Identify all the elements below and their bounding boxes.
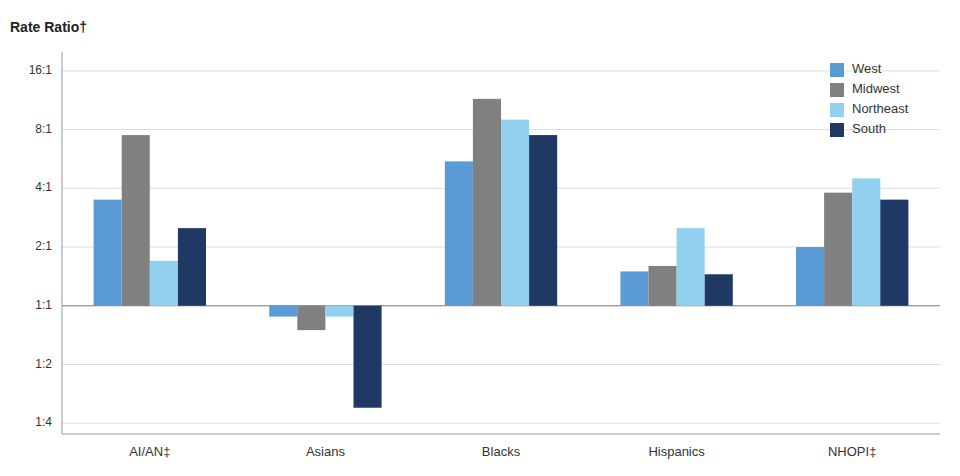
y-tick-label: 1:4	[35, 415, 52, 429]
legend-swatch	[830, 103, 844, 117]
y-tick-label: 8:1	[35, 122, 52, 136]
bar	[529, 135, 557, 306]
bar	[852, 178, 880, 305]
x-axis-line	[62, 434, 940, 435]
y-axis-label: Rate Ratio†	[10, 19, 87, 35]
legend-swatch	[830, 83, 844, 97]
y-tick-label: 4:1	[35, 180, 52, 194]
grid-line	[62, 70, 940, 71]
x-tick-label: Blacks	[482, 444, 521, 459]
x-tick-label: NHOPI‡	[828, 444, 876, 459]
legend-label: Midwest	[852, 81, 900, 96]
legend-swatch	[830, 63, 844, 77]
y-axis-line	[62, 52, 63, 434]
bar	[501, 120, 529, 306]
bar	[122, 135, 150, 306]
grid-line	[62, 423, 940, 424]
axes: 16:1 8:1 4:1 2:1 1:1 1:2 1:4 AI/AN‡ Asians Blacks…	[29, 52, 940, 459]
bar	[353, 306, 381, 408]
legend-label: West	[852, 61, 882, 76]
legend-label: South	[852, 121, 886, 136]
bar	[473, 99, 501, 306]
bar	[796, 247, 824, 306]
x-tick-label: Asians	[306, 444, 346, 459]
bar	[880, 200, 908, 306]
y-tick-label: 2:1	[35, 239, 52, 253]
bar	[620, 271, 648, 305]
chart-container: 16:1 8:1 4:1 2:1 1:1 1:2 1:4 AI/AN‡ Asians Blacks…	[0, 0, 960, 476]
bar	[297, 306, 325, 330]
x-tick-label: Hispanics	[648, 444, 705, 459]
legend-swatch	[830, 123, 844, 137]
x-tick-label: AI/AN‡	[129, 444, 170, 459]
page: {"chart_data": {"type": "bar", "y_label"…	[0, 0, 960, 476]
grid-line	[62, 364, 940, 365]
chart-svg: 16:1 8:1 4:1 2:1 1:1 1:2 1:4 AI/AN‡ Asians Blacks…	[0, 0, 960, 476]
bar	[677, 228, 705, 306]
grid	[62, 71, 940, 423]
background	[0, 0, 960, 476]
bar	[178, 228, 206, 306]
bar	[824, 193, 852, 306]
legend: West Midwest Northeast South	[830, 61, 909, 137]
bar	[150, 261, 178, 306]
bar	[269, 306, 297, 317]
legend-label: Northeast	[852, 101, 909, 116]
y-tick-label: 1:1	[35, 298, 52, 312]
bar	[649, 266, 677, 306]
bar	[445, 161, 473, 305]
bars	[94, 99, 909, 408]
y-tick-label: 16:1	[29, 63, 53, 77]
bar	[94, 200, 122, 306]
y-tick-label: 1:2	[35, 357, 52, 371]
bar	[705, 274, 733, 305]
bar	[325, 306, 353, 317]
